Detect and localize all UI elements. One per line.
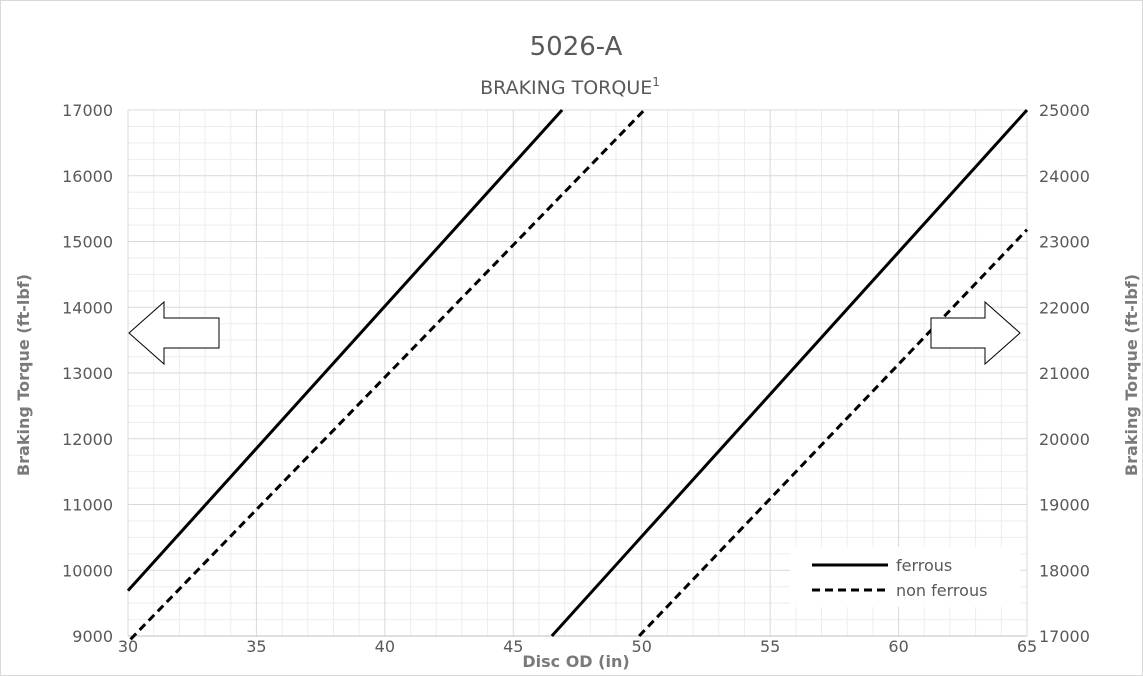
y-tick-label-right: 24000 [1039, 167, 1090, 186]
legend: ferrous non ferrous [790, 547, 1020, 607]
x-tick-label: 35 [246, 637, 266, 656]
subtitle-text: BRAKING TORQUE [480, 77, 652, 99]
right-arrow-icon [930, 300, 1021, 366]
y-axis-label-left: Braking Torque (ft-lbf) [14, 274, 33, 476]
series-line-ferrous-left [126, 108, 564, 592]
y-tick-label-left: 9000 [72, 627, 113, 646]
y-tick-label-left: 14000 [62, 298, 113, 317]
series-group [126, 108, 1029, 641]
x-tick-label: 45 [503, 637, 523, 656]
legend-label-ferrous: ferrous [896, 556, 952, 575]
y-axis-label-right: Braking Torque (ft-lbf) [1122, 274, 1141, 476]
legend-box [790, 547, 1020, 607]
x-tick-label: 60 [888, 637, 908, 656]
subtitle-superscript: 1 [652, 75, 660, 89]
y-tick-label-left: 12000 [62, 430, 113, 449]
y-tick-label-left: 11000 [62, 496, 113, 515]
y-tick-label-left: 13000 [62, 364, 113, 383]
series-line-ferrous-right [550, 108, 1029, 638]
x-tick-label: 50 [632, 637, 652, 656]
y-tick-label-left: 10000 [62, 561, 113, 580]
x-tick-label: 40 [375, 637, 395, 656]
y-tick-label-right: 20000 [1039, 430, 1090, 449]
chart-subtitle: BRAKING TORQUE1 [480, 75, 660, 99]
y-tick-label-right: 25000 [1039, 101, 1090, 120]
chart-title: 5026-A [530, 32, 623, 62]
x-tick-label: 30 [118, 637, 138, 656]
y-tick-label-right: 19000 [1039, 496, 1090, 515]
ticks-group: 30 35 40 45 50 55 60 65 9000 10000 11000 12000 13000… [62, 101, 1090, 656]
y-tick-label-right: 21000 [1039, 364, 1090, 383]
series-line-non-ferrous-left [129, 108, 646, 641]
y-tick-label-right: 18000 [1039, 561, 1090, 580]
y-tick-label-right: 23000 [1039, 233, 1090, 252]
series-line-non-ferrous-right [638, 228, 1029, 638]
left-arrow-icon [128, 300, 220, 366]
y-tick-label-left: 16000 [62, 167, 113, 186]
x-tick-label: 65 [1017, 637, 1037, 656]
y-tick-label-left: 15000 [62, 233, 113, 252]
y-tick-label-left: 17000 [62, 101, 113, 120]
x-tick-label: 55 [760, 637, 780, 656]
legend-label-non-ferrous: non ferrous [896, 581, 987, 600]
y-tick-label-right: 17000 [1039, 627, 1090, 646]
x-axis-label: Disc OD (in) [522, 652, 629, 671]
y-tick-label-right: 22000 [1039, 298, 1090, 317]
